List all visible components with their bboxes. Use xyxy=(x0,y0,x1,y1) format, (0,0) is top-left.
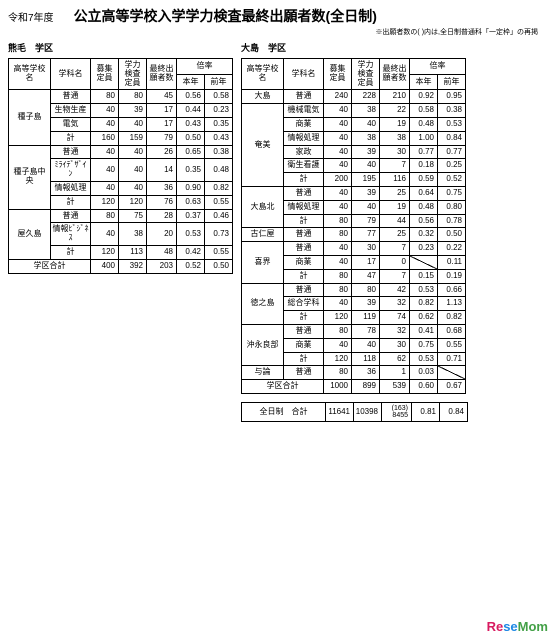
left-district-label: 熊毛 学区 xyxy=(8,41,233,54)
left-column: 熊毛 学区 高等学校名 学科名 募集定員 学力検査定員 最終出願者数 倍率 本年… xyxy=(8,39,233,274)
right-table: 高等学校名 学科名 募集定員 学力検査定員 最終出願者数 倍率 本年 前年 大島… xyxy=(241,58,466,394)
grand-total-table: 全日制 合計 11641 10398 (163)8455 0.81 0.84 xyxy=(241,402,468,422)
resemom-logo: ReseMom xyxy=(487,619,548,634)
year-label: 令和7年度 xyxy=(8,9,54,24)
page-title: 公立高等学校入学学力検査最終出願者数(全日制) xyxy=(74,6,377,26)
left-table: 高等学校名 学科名 募集定員 学力検査定員 最終出願者数 倍率 本年 前年 種子… xyxy=(8,58,233,274)
right-district-label: 大島 学区 xyxy=(241,41,468,54)
right-column: 大島 学区 高等学校名 学科名 募集定員 学力検査定員 最終出願者数 倍率 本年… xyxy=(241,39,468,422)
header-note: ※出願者数の( )内は,全日制普通科「一定枠」の再掲 xyxy=(8,27,538,37)
